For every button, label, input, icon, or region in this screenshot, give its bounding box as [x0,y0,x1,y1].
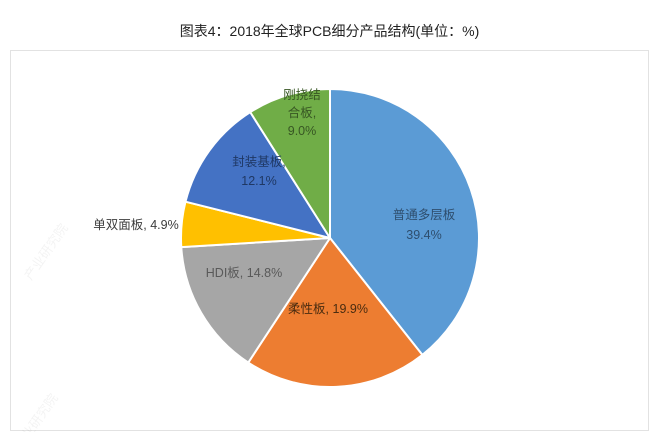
svg-text:12.1%: 12.1% [241,174,276,188]
svg-text:39.4%: 39.4% [406,228,441,242]
svg-text:9.0%: 9.0% [288,124,317,138]
svg-text:产业研究院: 产业研究院 [21,221,71,283]
svg-text:合板,: 合板, [288,105,316,120]
svg-text:刚挠结: 刚挠结 [283,88,321,102]
svg-text:柔性板, 19.9%: 柔性板, 19.9% [288,302,368,316]
svg-text:封装基板,: 封装基板, [232,155,285,169]
svg-text:产业研究院: 产业研究院 [11,391,61,432]
svg-text:HDI板, 14.8%: HDI板, 14.8% [206,266,282,280]
svg-text:普通多层板: 普通多层板 [393,208,456,222]
svg-text:单双面板, 4.9%: 单双面板, 4.9% [93,218,178,232]
